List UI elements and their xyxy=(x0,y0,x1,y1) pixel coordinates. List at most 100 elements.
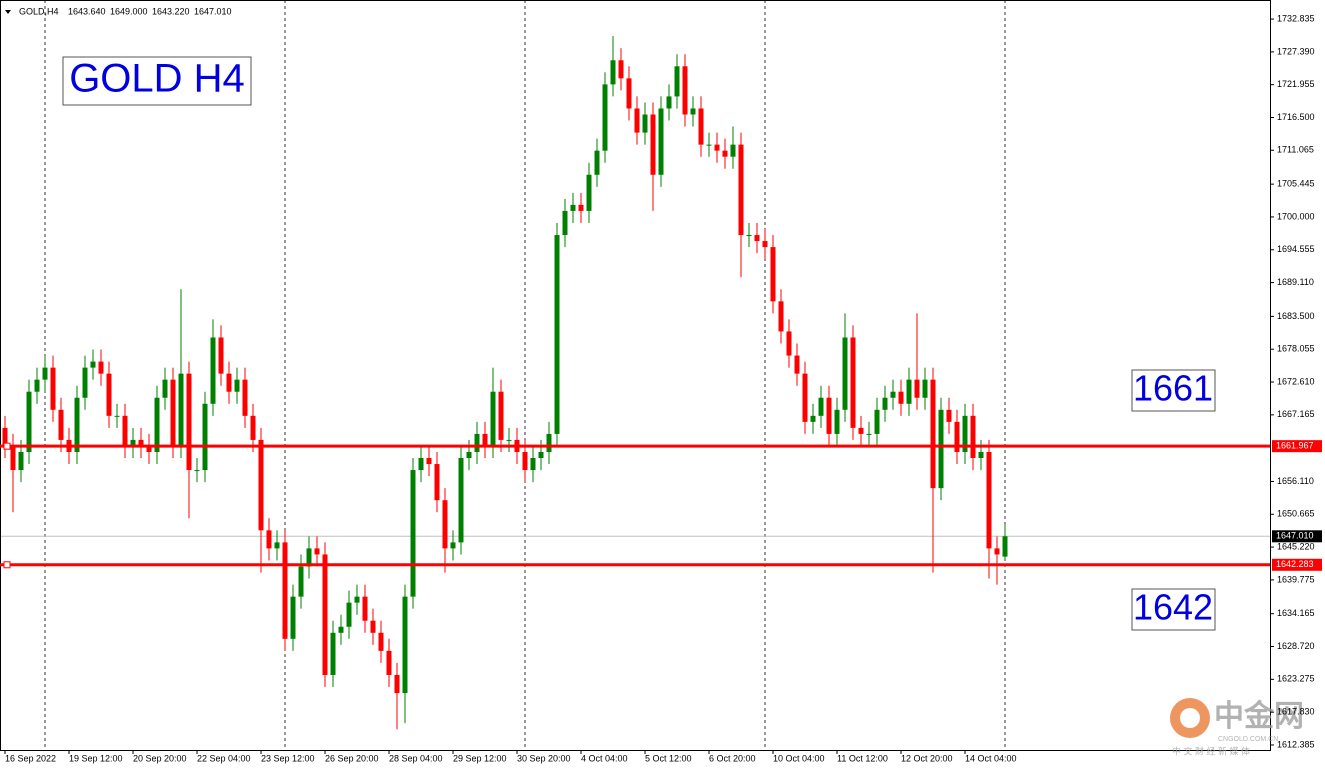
watermark-site: CNGOLD.COM.CN xyxy=(1218,736,1278,743)
candle-body xyxy=(394,674,400,694)
candle-body xyxy=(930,379,936,489)
candle-body xyxy=(546,433,552,452)
candle-body xyxy=(2,427,8,446)
candle-body xyxy=(522,451,528,471)
candle-body xyxy=(426,458,432,465)
candle-body xyxy=(258,439,264,531)
candle-body xyxy=(890,391,896,398)
candle-body xyxy=(330,632,336,675)
candle-body xyxy=(386,650,392,675)
candle-body xyxy=(434,464,440,501)
candle-body xyxy=(554,235,560,434)
candle-body xyxy=(506,439,512,441)
plot-area xyxy=(0,0,1270,750)
candle-body xyxy=(778,301,784,332)
candle-body xyxy=(962,415,968,452)
watermark-logo xyxy=(1180,708,1200,728)
candle-body xyxy=(306,548,312,567)
header-value: 1649.000 xyxy=(110,6,148,16)
annotation: 1661 xyxy=(1133,368,1213,409)
candle-body xyxy=(466,451,472,459)
candle-body xyxy=(418,458,424,471)
candle-body xyxy=(498,391,504,440)
candle-body xyxy=(954,421,960,452)
candle-body xyxy=(82,367,88,398)
candle-body xyxy=(538,451,544,459)
candle-body xyxy=(162,379,168,398)
x-tick-label: 26 Sep 20:00 xyxy=(325,753,379,763)
annotation-box xyxy=(1131,369,1216,412)
candle-body xyxy=(674,66,680,97)
candle-body xyxy=(754,235,760,242)
candle-body xyxy=(946,409,952,422)
candle-body xyxy=(714,144,720,151)
candle-body xyxy=(290,596,296,639)
candle-body xyxy=(186,373,192,471)
candle-body xyxy=(650,114,656,175)
header-value: 1643.220 xyxy=(152,6,190,16)
candle-body xyxy=(986,451,992,549)
candle-body xyxy=(850,337,856,428)
candle-body xyxy=(906,379,912,404)
y-tick-label: 1656.110 xyxy=(1277,476,1314,486)
candle-body xyxy=(690,108,696,115)
candle-body xyxy=(802,373,808,422)
candle-body xyxy=(210,337,216,404)
x-tick-label: 12 Oct 20:00 xyxy=(901,753,953,763)
candle-body xyxy=(18,451,24,471)
candle-body xyxy=(170,379,176,446)
y-tick-label: 1727.390 xyxy=(1277,46,1315,56)
candle-body xyxy=(458,458,464,543)
candle-body xyxy=(970,415,976,459)
candle-body xyxy=(178,373,184,446)
candle-body xyxy=(618,60,624,79)
candle-body xyxy=(354,596,360,603)
candle-body xyxy=(874,409,880,434)
candle-body xyxy=(914,379,920,398)
candle-body xyxy=(26,391,32,452)
candle-body xyxy=(922,379,928,398)
candle-body xyxy=(410,470,416,597)
y-tick-label: 1732.835 xyxy=(1277,13,1315,23)
candle-body xyxy=(602,84,608,151)
candle-body xyxy=(250,415,256,440)
candle-body xyxy=(362,596,368,621)
candle-body xyxy=(314,548,320,555)
y-tick-label: 1683.500 xyxy=(1277,311,1315,321)
candle-body xyxy=(266,530,272,549)
x-tick-label: 16 Sep 2022 xyxy=(5,753,56,763)
y-tick-label: 1617.830 xyxy=(1277,707,1315,717)
candle-body xyxy=(898,391,904,404)
x-tick-label: 11 Oct 12:00 xyxy=(837,753,888,763)
candle-body xyxy=(298,566,304,597)
candle-body xyxy=(594,150,600,175)
y-tick-label: 1628.720 xyxy=(1277,641,1315,651)
watermark-slogan: 中 文 财 经 新 媒 体 xyxy=(1172,745,1250,756)
candle-body xyxy=(338,626,344,633)
candle-body xyxy=(994,548,1000,555)
y-tick-label: 1689.110 xyxy=(1277,277,1314,287)
candle-body xyxy=(666,96,672,109)
level-handle xyxy=(3,561,11,569)
candle-body xyxy=(10,445,16,471)
menu-arrow[interactable] xyxy=(5,10,11,14)
candle-body xyxy=(658,108,664,175)
candle-body xyxy=(858,427,864,434)
candle-body xyxy=(634,108,640,133)
candle-body xyxy=(626,78,632,109)
x-tick-label: 14 Oct 04:00 xyxy=(965,753,1017,763)
y-tick-label: 1711.065 xyxy=(1277,145,1314,155)
watermark-name: 中金网 xyxy=(1214,699,1304,733)
x-tick-label: 30 Sep 20:00 xyxy=(517,753,571,763)
candle-body xyxy=(682,66,688,115)
candle-body xyxy=(786,331,792,356)
level-handle xyxy=(3,442,11,450)
candle-body xyxy=(938,409,944,489)
candle-body xyxy=(154,397,160,452)
candle-body xyxy=(122,415,128,446)
chart-title: GOLD H4 xyxy=(69,57,245,101)
candle-body xyxy=(834,409,840,434)
candle-body xyxy=(202,403,208,471)
candle-body xyxy=(1002,536,1008,557)
